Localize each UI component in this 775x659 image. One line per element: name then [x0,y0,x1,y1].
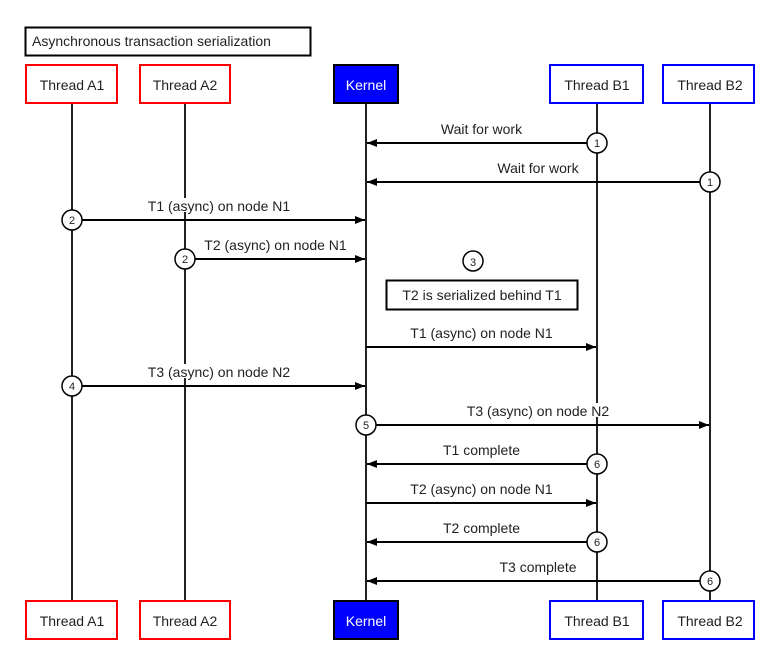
message: T1 (async) on node N1 2 [61,198,365,231]
note: 3 T2 is serialized behind T1 [385,250,579,311]
step-marker [586,453,608,475]
step-number: 6 [707,576,713,588]
message: T2 complete 6 [367,520,608,553]
participant-a2-top: Thread A2 [139,64,231,104]
step-marker [61,375,83,397]
participant-label: Thread A2 [153,613,218,629]
message: T3 (async) on node N2 5 [355,403,709,436]
participant-b2-bottom: Thread B2 [662,600,755,640]
step-number: 1 [594,138,600,150]
message-label: T1 (async) on node N1 [148,198,291,214]
message: T1 (async) on node N1 [366,325,596,351]
message-label: T3 complete [499,559,576,575]
participant-label: Thread B2 [677,613,743,629]
message: T1 complete 6 [367,442,608,475]
step-marker [699,171,721,193]
message: T3 (async) on node N2 4 [61,364,365,397]
participant-a1-bottom: Thread A1 [25,600,118,640]
note-text: T2 is serialized behind T1 [402,287,561,303]
step-number: 6 [594,537,600,549]
step-number: 1 [707,177,713,189]
participant-label: Thread B1 [564,613,630,629]
message-label: Wait for work [497,160,579,176]
diagram-title-text: Asynchronous transaction serialization [32,33,271,49]
message-label: T1 (async) on node N1 [410,325,553,341]
step-number: 4 [69,381,75,393]
participant-label: Thread B2 [677,77,743,93]
message-label: Wait for work [441,121,523,137]
step-number: 5 [363,420,369,432]
step-number: 2 [69,215,75,227]
participant-label: Thread B1 [564,77,630,93]
step-marker [61,209,83,231]
step-number: 3 [470,257,476,269]
participant-b2-top: Thread B2 [662,64,755,104]
step-number: 2 [182,254,188,266]
step-marker [699,570,721,592]
step-number: 6 [594,459,600,471]
message: Wait for work 1 [367,121,608,154]
participant-a1-top: Thread A1 [25,64,118,104]
step-marker [586,531,608,553]
participant-k-bottom: Kernel [333,600,399,640]
message: Wait for work 1 [367,160,721,193]
step-marker [586,132,608,154]
message-label: T3 (async) on node N2 [467,403,610,419]
message-label: T1 complete [443,442,520,458]
diagram-title: Asynchronous transaction serialization [24,26,312,57]
message-label: T2 (async) on node N1 [410,481,553,497]
message-label: T3 (async) on node N2 [148,364,291,380]
participant-a2-bottom: Thread A2 [139,600,231,640]
message-label: T2 complete [443,520,520,536]
step-marker [174,248,196,270]
participant-label: Thread A1 [40,77,105,93]
note-box [385,279,579,311]
participant-label: Kernel [346,77,386,93]
participant-label: Thread A2 [153,77,218,93]
participant-label: Thread A1 [40,613,105,629]
participant-k-top: Kernel [333,64,399,104]
participant-label: Kernel [346,613,386,629]
step-marker [355,414,377,436]
participant-b1-top: Thread B1 [549,64,644,104]
participant-b1-bottom: Thread B1 [549,600,644,640]
message: T2 (async) on node N1 2 [174,237,365,270]
message-label: T2 (async) on node N1 [204,237,347,253]
message: T2 (async) on node N1 [366,481,596,507]
step-marker [462,250,484,272]
message: T3 complete 6 [367,559,721,592]
